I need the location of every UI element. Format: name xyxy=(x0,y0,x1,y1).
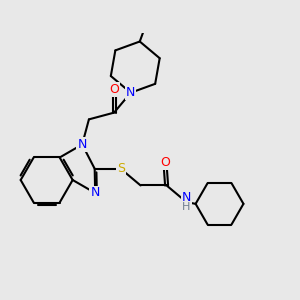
Text: N: N xyxy=(77,138,87,151)
Text: N: N xyxy=(126,86,135,99)
Text: N: N xyxy=(182,191,191,204)
Text: O: O xyxy=(109,83,119,96)
Text: O: O xyxy=(160,156,170,169)
Text: H: H xyxy=(182,202,191,212)
Text: N: N xyxy=(91,187,100,200)
Text: S: S xyxy=(117,162,125,175)
